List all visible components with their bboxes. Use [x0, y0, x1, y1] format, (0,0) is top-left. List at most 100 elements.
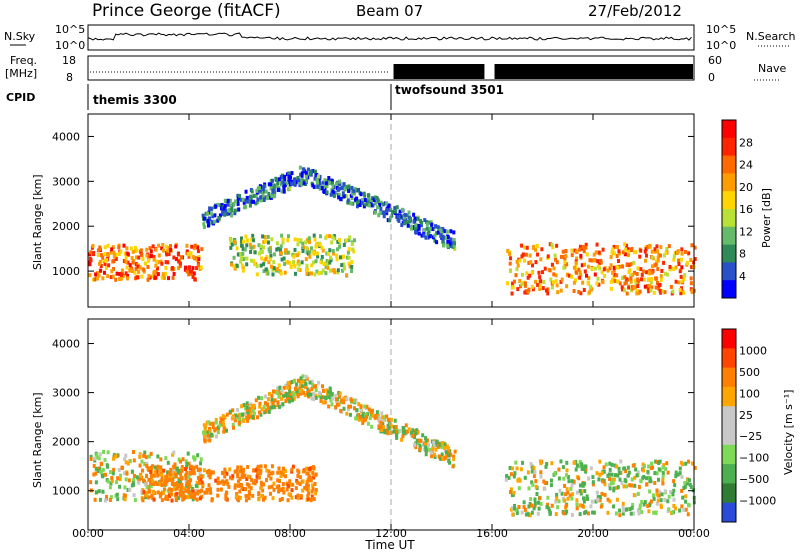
scatter-cell	[441, 456, 445, 461]
scatter-cell	[104, 265, 108, 270]
scatter-cell	[160, 275, 164, 280]
colorbar-segment	[722, 406, 736, 426]
scatter-cell	[525, 271, 529, 276]
scatter-cell	[125, 276, 129, 281]
scatter-cell	[653, 481, 657, 486]
scatter-cell	[195, 480, 199, 485]
scatter-cell	[413, 216, 417, 221]
scatter-cell	[181, 457, 185, 462]
scatter-cell	[260, 407, 264, 412]
scatter-cell	[570, 274, 574, 279]
scatter-cell	[624, 507, 628, 512]
scatter-cell	[645, 482, 649, 487]
scatter-cell	[512, 490, 516, 495]
scatter-cell	[369, 203, 373, 208]
scatter-cell	[168, 477, 172, 482]
scatter-cell	[574, 467, 578, 472]
y-tick-label: 4000	[52, 130, 80, 143]
scatter-cell	[339, 408, 343, 413]
scatter-cell	[368, 416, 372, 421]
scatter-cell	[125, 471, 129, 476]
scatter-cell	[677, 261, 681, 266]
scatter-cell	[152, 473, 156, 478]
scatter-cell	[272, 487, 276, 492]
scatter-cell	[376, 205, 380, 210]
scatter-cell	[314, 491, 318, 496]
scatter-cell	[314, 388, 318, 393]
scatter-cell	[206, 470, 210, 475]
scatter-cell	[270, 484, 274, 489]
scatter-cell	[345, 273, 349, 278]
scatter-cell	[213, 219, 217, 224]
scatter-cell	[277, 263, 281, 268]
scatter-cell	[105, 463, 109, 468]
scatter-cell	[150, 481, 154, 486]
scatter-cell	[676, 472, 680, 477]
scatter-cell	[267, 260, 271, 265]
scatter-cell	[147, 273, 151, 278]
scatter-cell	[640, 277, 644, 282]
scatter-cell	[281, 394, 285, 399]
colorbar-segment	[722, 262, 736, 281]
scatter-cell	[111, 267, 115, 272]
scatter-cell	[578, 512, 582, 517]
scatter-cell	[126, 252, 130, 257]
scatter-cell	[156, 260, 160, 265]
scatter-cell	[550, 285, 554, 290]
scatter-cell	[414, 229, 418, 234]
scatter-cell	[305, 271, 309, 276]
scatter-cell	[439, 233, 443, 238]
scatter-cell	[447, 455, 451, 460]
scatter-cell	[683, 484, 687, 489]
scatter-cell	[110, 247, 114, 252]
scatter-cell	[206, 430, 210, 435]
scatter-cell	[307, 239, 311, 244]
scatter-cell	[191, 455, 195, 460]
scatter-cell	[240, 404, 244, 409]
scatter-cell	[321, 268, 325, 273]
scatter-cell	[633, 475, 637, 480]
scatter-cell	[218, 213, 222, 218]
scatter-cell	[112, 254, 116, 259]
scatter-cell	[508, 261, 512, 266]
scatter-cell	[318, 181, 322, 186]
scatter-cell	[326, 179, 330, 184]
scatter-cell	[539, 501, 543, 506]
scatter-cell	[629, 511, 633, 516]
scatter-cell	[324, 396, 328, 401]
scatter-cell	[149, 484, 153, 489]
scatter-cell	[530, 469, 534, 474]
scatter-cell	[103, 252, 107, 257]
scatter-cell	[166, 474, 170, 479]
scatter-cell	[546, 291, 550, 296]
scatter-cell	[94, 272, 98, 277]
scatter-cell	[154, 263, 158, 268]
scatter-cell	[570, 253, 574, 258]
scatter-cell	[145, 485, 149, 490]
scatter-cell	[276, 402, 280, 407]
scatter-cell	[160, 498, 164, 503]
scatter-cell	[587, 275, 591, 280]
scatter-cell	[615, 464, 619, 469]
scatter-cell	[523, 281, 527, 286]
scatter-cell	[306, 493, 310, 498]
scatter-cell	[510, 291, 514, 296]
scatter-cell	[208, 421, 212, 426]
scatter-cell	[210, 498, 214, 503]
scatter-cell	[658, 490, 662, 495]
scatter-cell	[680, 265, 684, 270]
scatter-cell	[359, 192, 363, 197]
scatter-cell	[659, 505, 663, 510]
scatter-cell	[592, 258, 596, 263]
scatter-cell	[215, 434, 219, 439]
scatter-cell	[259, 486, 263, 491]
scatter-cell	[560, 277, 564, 282]
scatter-cell	[200, 247, 204, 252]
scatter-cell	[614, 511, 618, 516]
scatter-cell	[341, 191, 345, 196]
scatter-cell	[443, 229, 447, 234]
scatter-cell	[146, 258, 150, 263]
scatter-cell	[223, 467, 227, 472]
scatter-cell	[159, 259, 163, 264]
scatter-cell	[148, 466, 152, 471]
